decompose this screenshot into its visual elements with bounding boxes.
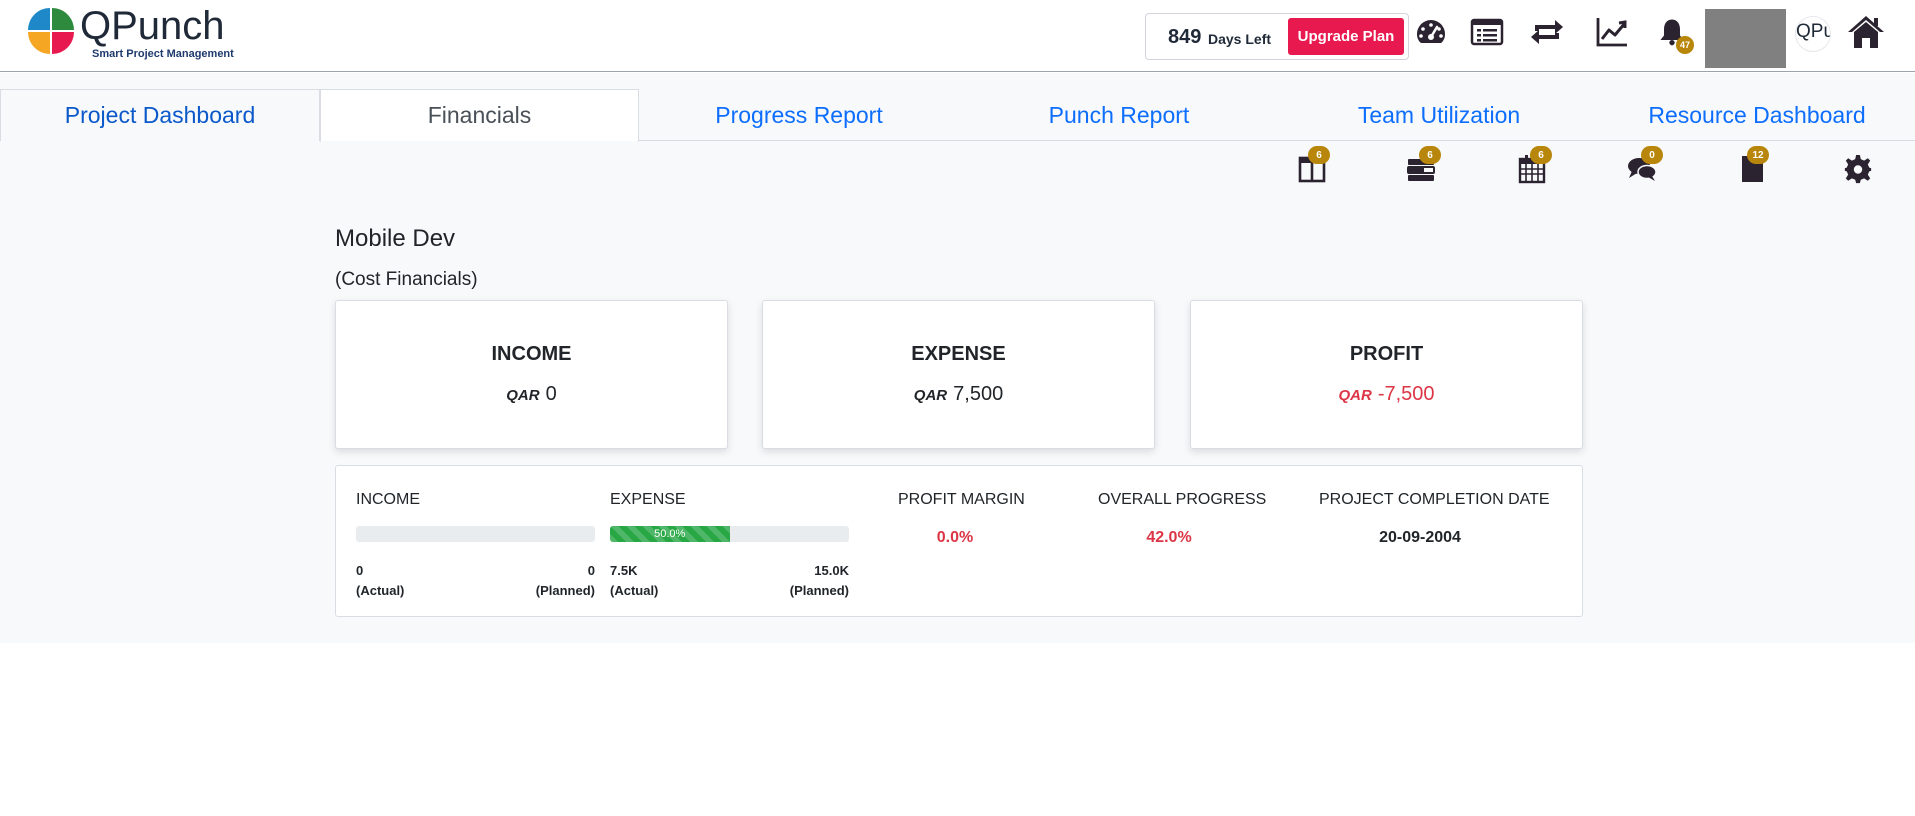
- settings-icon[interactable]: [1843, 154, 1873, 184]
- income-card-value: QAR 0: [336, 383, 727, 406]
- income-card: INCOME QAR 0: [335, 300, 728, 449]
- dashboard-gauge-icon[interactable]: [1413, 14, 1449, 50]
- currency-label: QAR: [1338, 387, 1372, 404]
- expense-actual-label: (Actual): [610, 583, 659, 598]
- days-left-value: 849: [1168, 26, 1202, 48]
- tab-financials[interactable]: Financials: [320, 89, 639, 142]
- expense-progress-fill: 50.0%: [610, 526, 730, 542]
- currency-label: QAR: [506, 387, 540, 404]
- company-logo-thumbnail[interactable]: QPu: [1795, 16, 1831, 52]
- profit-margin-label: PROFIT MARGIN: [898, 491, 1025, 508]
- top-header: QPunch Smart Project Management 849 Days…: [0, 0, 1915, 72]
- logo-wordmark: QPunch: [80, 4, 225, 48]
- overall-progress-value: 42.0%: [1146, 529, 1192, 546]
- expense-planned-value: 15.0K: [814, 563, 849, 578]
- tab-bar: Project Dashboard Financials Progress Re…: [0, 89, 1915, 142]
- tasks-badge: 6: [1419, 146, 1441, 164]
- expense-planned: 15.0K (Planned): [749, 561, 849, 601]
- profit-card-title: PROFIT: [1349, 343, 1424, 365]
- main-content: Project Dashboard Financials Progress Re…: [0, 73, 1915, 643]
- completion-date-label: PROJECT COMPLETION DATE: [1319, 491, 1550, 508]
- expense-actual-value: 7.5K: [610, 563, 638, 578]
- expense-progress-bar: 50.0%: [610, 526, 849, 542]
- notifications-badge: 47: [1676, 36, 1694, 54]
- avatar[interactable]: [1705, 9, 1786, 68]
- profit-margin-value: 0.0%: [936, 529, 974, 546]
- profit-amount: -7,500: [1377, 383, 1435, 405]
- income-progress-bar: [356, 526, 595, 542]
- profit-card: PROFIT QAR -7,500: [1190, 300, 1583, 449]
- logo-mark-icon: [28, 8, 74, 54]
- income-planned-value: 0: [587, 563, 595, 578]
- sync-icon[interactable]: [1529, 14, 1565, 50]
- calendar-badge: 6: [1530, 146, 1552, 164]
- financial-summary-panel: INCOME 0 (Actual) 0 (Planned) EXPENSE 50…: [335, 465, 1583, 617]
- tab-team-utilization[interactable]: Team Utilization: [1357, 101, 1521, 128]
- qpunch-logo[interactable]: QPunch Smart Project Management: [26, 4, 266, 64]
- income-amount: 0: [545, 383, 557, 405]
- columns-badge: 6: [1308, 146, 1330, 164]
- income-card-title: INCOME: [491, 343, 572, 365]
- profit-card-value: QAR -7,500: [1191, 383, 1582, 406]
- project-title: Mobile Dev: [335, 225, 456, 252]
- tab-progress-report[interactable]: Progress Report: [715, 101, 883, 128]
- income-planned-label: (Planned): [535, 583, 595, 598]
- line-chart-icon[interactable]: [1594, 14, 1630, 50]
- expense-planned-label: (Planned): [789, 583, 849, 598]
- comments-badge: 0: [1641, 146, 1663, 164]
- logo-tagline: Smart Project Management: [92, 48, 234, 60]
- list-icon[interactable]: [1469, 14, 1505, 50]
- project-subtitle: (Cost Financials): [335, 269, 478, 290]
- plan-status-box: 849 Days Left Upgrade Plan: [1145, 13, 1409, 60]
- overall-progress-label: OVERALL PROGRESS: [1098, 491, 1267, 508]
- tab-resource-dashboard[interactable]: Resource Dashboard: [1648, 101, 1866, 128]
- income-actual-value: 0: [356, 563, 364, 578]
- summary-income-label: INCOME: [356, 491, 420, 508]
- income-actual-label: (Actual): [356, 583, 405, 598]
- income-planned: 0 (Planned): [495, 561, 595, 601]
- currency-label: QAR: [913, 387, 948, 404]
- bell-icon[interactable]: [1656, 14, 1688, 50]
- document-badge: 12: [1747, 146, 1769, 164]
- expense-card: EXPENSE QAR 7,500: [762, 300, 1155, 449]
- tab-project-dashboard[interactable]: Project Dashboard: [0, 89, 320, 141]
- days-left-label: Days Left: [1208, 31, 1272, 47]
- expense-amount: 7,500: [953, 383, 1004, 405]
- expense-card-title: EXPENSE: [911, 343, 1006, 365]
- expense-actual: 7.5K (Actual): [610, 561, 658, 601]
- completion-date-value: 20-09-2004: [1379, 529, 1461, 546]
- upgrade-plan-button[interactable]: Upgrade Plan: [1288, 18, 1404, 55]
- tab-punch-report[interactable]: Punch Report: [1048, 101, 1190, 128]
- expense-card-value: QAR 7,500: [763, 383, 1154, 406]
- home-icon[interactable]: [1846, 12, 1886, 52]
- income-actual: 0 (Actual): [356, 561, 404, 601]
- summary-expense-label: EXPENSE: [610, 491, 686, 508]
